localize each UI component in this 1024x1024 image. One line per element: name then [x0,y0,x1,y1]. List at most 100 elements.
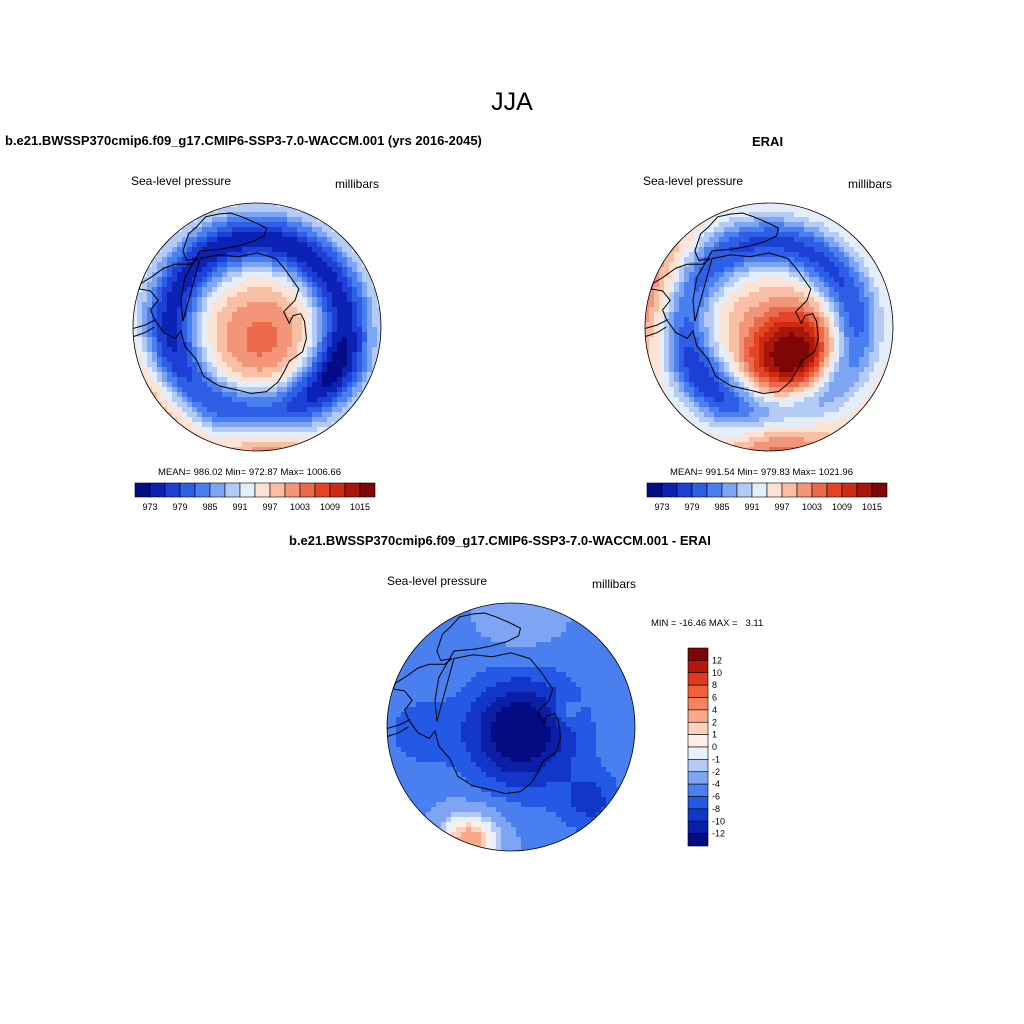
colorbar-swatch [269,482,286,498]
obs-panel-title: ERAI [752,134,784,149]
peninsula-coastline [387,718,411,746]
peninsula-coastline [133,318,157,346]
colorbar-swatch [751,482,768,498]
colorbar-tick-label: 1003 [290,502,310,512]
colorbar-swatch [796,482,813,498]
colorbar-tick-label: 1015 [862,502,882,512]
colorbar-swatch [687,709,709,723]
colorbar-tick-label: 0 [712,742,717,752]
colorbar-swatch [687,833,709,847]
colorbar-tick-label: 985 [714,502,729,512]
colorbar-swatch [856,482,873,498]
colorbar-tick-label: 973 [654,502,669,512]
model-units-label: millibars [335,177,380,191]
colorbar-swatch [736,482,753,498]
colorbar-tick-label: 6 [712,693,717,703]
obs-colorbar: 973 979 985 991 997 1003 1009 1015 [646,482,888,512]
colorbar-swatch [721,482,738,498]
colorbar-tick-label: 8 [712,680,717,690]
colorbar-swatch [359,482,376,498]
colorbar-swatch [687,647,709,661]
colorbar-swatch [224,482,241,498]
peninsula-coastline [645,318,669,346]
colorbar-swatch [134,482,151,498]
antarctica-coastline [650,212,819,395]
diff-panel-title: b.e21.BWSSP370cmip6.f09_g17.CMIP6-SSP3-7… [289,533,711,548]
colorbar-swatch [646,482,663,498]
colorbar-swatch [766,482,783,498]
obs-stats: MEAN= 991.54 Min= 979.83 Max= 1021.96 [670,467,853,478]
map-boundary [386,602,636,852]
colorbar-swatch [687,660,709,674]
colorbar-swatch [661,482,678,498]
diff-variable-label: Sea-level pressure [387,574,488,588]
colorbar-swatch [826,482,843,498]
colorbar-tick-label: -1 [712,754,720,764]
colorbar-swatch [687,759,709,773]
colorbar-swatch [149,482,166,498]
colorbar-tick-label: 1009 [320,502,340,512]
colorbar-tick-label: 991 [232,502,247,512]
colorbar-tick-label: 10 [712,668,722,678]
colorbar-tick-label: -2 [712,767,720,777]
colorbar-tick-label: 985 [202,502,217,512]
colorbar-tick-label: -12 [712,829,725,839]
colorbar-tick-label: 997 [262,502,277,512]
colorbar-tick-label: 12 [712,655,722,665]
colorbar-tick-label: -8 [712,804,720,814]
colorbar-swatch [329,482,346,498]
antarctica-coastline [138,212,307,395]
colorbar-swatch [691,482,708,498]
colorbar-swatch [841,482,858,498]
colorbar-swatch [687,771,709,785]
obs-variable-label: Sea-level pressure [643,174,744,188]
colorbar-tick-label: 973 [142,502,157,512]
colorbar-swatch [284,482,301,498]
colorbar-swatch [871,482,888,498]
colorbar-tick-label: -10 [712,816,725,826]
colorbar-swatch [676,482,693,498]
obs-units-label: millibars [848,177,893,191]
colorbar-tick-label: -6 [712,792,720,802]
colorbar-swatch [687,783,709,797]
colorbar-swatch [687,734,709,748]
colorbar-swatch [254,482,271,498]
colorbar-swatch [687,697,709,711]
model-colorbar: 973 979 985 991 997 1003 1009 1015 [134,482,376,512]
colorbar-swatch [687,672,709,686]
antarctica-coastline [392,612,561,795]
colorbar-tick-label: -4 [712,779,720,789]
colorbar-swatch [299,482,316,498]
colorbar-tick-label: 997 [774,502,789,512]
colorbar-swatch [706,482,723,498]
colorbar-tick-label: 4 [712,705,717,715]
colorbar-tick-label: 991 [744,502,759,512]
colorbar-tick-label: 1009 [832,502,852,512]
colorbar-swatch [687,746,709,760]
colorbar-swatch [209,482,226,498]
colorbar-swatch [781,482,798,498]
map-boundary [132,202,382,452]
colorbar-swatch [687,796,709,810]
colorbar-swatch [179,482,196,498]
colorbar-swatch [687,808,709,822]
colorbar-tick-label: 1003 [802,502,822,512]
figure-title: JJA [491,88,533,116]
colorbar-swatch [687,820,709,834]
model-variable-label: Sea-level pressure [131,174,232,188]
colorbar-tick-label: 1 [712,730,717,740]
diff-slp-map [386,602,636,852]
obs-slp-map [644,202,894,452]
colorbar-tick-label: 2 [712,717,717,727]
colorbar-tick-label: 979 [172,502,187,512]
model-panel-title: b.e21.BWSSP370cmip6.f09_g17.CMIP6-SSP3-7… [5,133,482,148]
model-stats: MEAN= 986.02 Min= 972.87 Max= 1006.66 [158,467,341,478]
diff-minmax: MIN = -16.46 MAX = 3.11 [651,618,764,629]
colorbar-tick-label: 979 [684,502,699,512]
colorbar-swatch [239,482,256,498]
colorbar-swatch [314,482,331,498]
diff-units-label: millibars [592,577,637,591]
colorbar-tick-label: 1015 [350,502,370,512]
model-slp-map [132,202,382,452]
